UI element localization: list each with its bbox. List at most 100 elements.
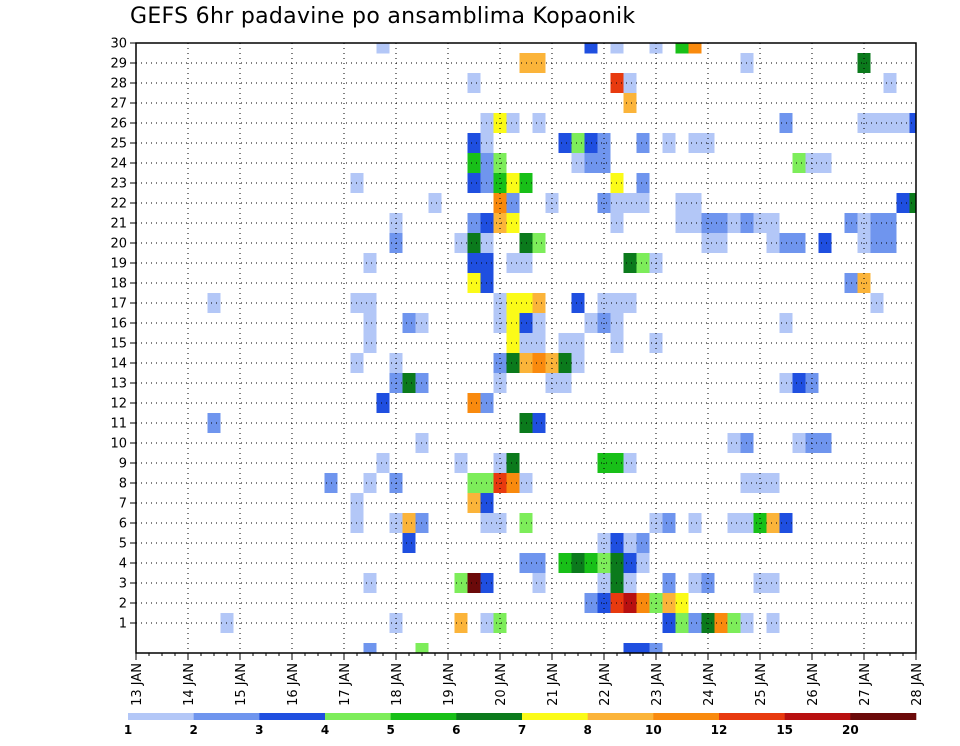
y-tick-label: 10: [110, 437, 127, 452]
data-cell: [662, 513, 676, 533]
data-cell: [506, 253, 520, 273]
data-cell: [506, 193, 520, 213]
data-cell: [506, 453, 520, 473]
data-cell: [623, 533, 637, 553]
data-cell: [467, 493, 481, 513]
x-tick-label: 21 JAN: [546, 663, 561, 706]
y-tick-label: 26: [110, 117, 127, 132]
legend-label: 1: [124, 723, 132, 737]
data-cell: [792, 153, 806, 173]
data-cell: [363, 573, 377, 593]
data-cell: [363, 643, 377, 653]
data-cell: [636, 643, 650, 653]
x-tick-label: 16 JAN: [286, 663, 301, 706]
data-cell: [467, 233, 481, 253]
y-tick-label: 3: [119, 577, 127, 592]
y-tick-label: 16: [110, 317, 127, 332]
data-cell: [532, 573, 546, 593]
data-cell: [467, 393, 481, 413]
data-cell: [363, 253, 377, 273]
data-cell: [623, 193, 637, 213]
y-tick-label: 14: [110, 357, 127, 372]
x-tick-label: 17 JAN: [338, 663, 353, 706]
data-cell: [532, 293, 546, 313]
chart-title: GEFS 6hr padavine po ansamblima Kopaonik: [130, 4, 636, 29]
data-cell: [792, 433, 806, 453]
data-cell: [610, 43, 624, 54]
data-cell: [558, 373, 572, 393]
data-cell: [467, 73, 481, 93]
data-cell: [571, 293, 585, 313]
data-cell: [623, 253, 637, 273]
legend-label: 10: [645, 723, 662, 737]
data-cell: [376, 43, 390, 54]
data-cell: [896, 193, 910, 213]
data-cell: [506, 173, 520, 193]
legend-label: 4: [321, 723, 329, 737]
legend-label: 2: [189, 723, 197, 737]
y-tick-label: 27: [110, 97, 127, 112]
data-cell: [818, 153, 832, 173]
data-cell: [558, 133, 572, 153]
data-cell: [467, 473, 481, 493]
data-cell: [467, 213, 481, 233]
data-cell: [467, 253, 481, 273]
data-cell: [636, 553, 650, 573]
data-cell: [571, 153, 585, 173]
data-cell: [623, 573, 637, 593]
data-cell: [558, 553, 572, 573]
y-tick-label: 9: [119, 457, 127, 472]
data-cell: [636, 133, 650, 153]
data-cell: [506, 353, 520, 373]
data-cell: [792, 373, 806, 393]
axis-layer: 1234567891011121314151617181920212223242…: [110, 37, 925, 706]
data-cell: [363, 333, 377, 353]
y-tick-label: 11: [110, 417, 127, 432]
data-cell: [506, 473, 520, 493]
data-cell: [636, 593, 650, 613]
data-cell: [532, 113, 546, 133]
data-cell: [467, 133, 481, 153]
data-cell: [766, 213, 780, 233]
data-cell: [467, 273, 481, 293]
data-cell: [883, 73, 897, 93]
y-tick-label: 15: [110, 337, 127, 352]
legend-swatch: [456, 713, 523, 720]
data-cell: [558, 333, 572, 353]
data-cell: [571, 133, 585, 153]
y-tick-label: 8: [119, 477, 127, 492]
x-tick-label: 15 JAN: [234, 663, 249, 706]
data-cell: [662, 593, 676, 613]
data-cell: [532, 553, 546, 573]
y-tick-label: 1: [119, 617, 127, 632]
data-cell: [376, 453, 390, 473]
data-cell: [688, 213, 702, 233]
x-tick-label: 20 JAN: [494, 663, 509, 706]
data-cell: [571, 353, 585, 373]
legend-swatch: [325, 713, 391, 720]
legend-swatch: [719, 713, 785, 720]
legend-swatch: [587, 713, 654, 720]
x-tick-label: 14 JAN: [182, 663, 197, 706]
data-cell: [766, 233, 780, 253]
legend-label: 15: [776, 723, 793, 737]
data-cell: [532, 333, 546, 353]
legend-swatch: [193, 713, 260, 720]
data-cell: [675, 43, 689, 54]
y-tick-label: 5: [119, 537, 127, 552]
data-cell: [584, 43, 598, 54]
data-cell: [662, 573, 676, 593]
data-cell: [636, 253, 650, 273]
data-cell: [467, 153, 481, 173]
x-tick-label: 13 JAN: [130, 663, 145, 706]
x-tick-label: 25 JAN: [754, 663, 769, 706]
data-cell: [623, 593, 637, 613]
data-cell: [428, 193, 442, 213]
y-tick-label: 12: [110, 397, 127, 412]
legend-label: 5: [386, 723, 394, 737]
data-cell: [688, 513, 702, 533]
y-tick-label: 23: [110, 177, 127, 192]
data-cell: [467, 573, 481, 593]
data-cell: [467, 173, 481, 193]
